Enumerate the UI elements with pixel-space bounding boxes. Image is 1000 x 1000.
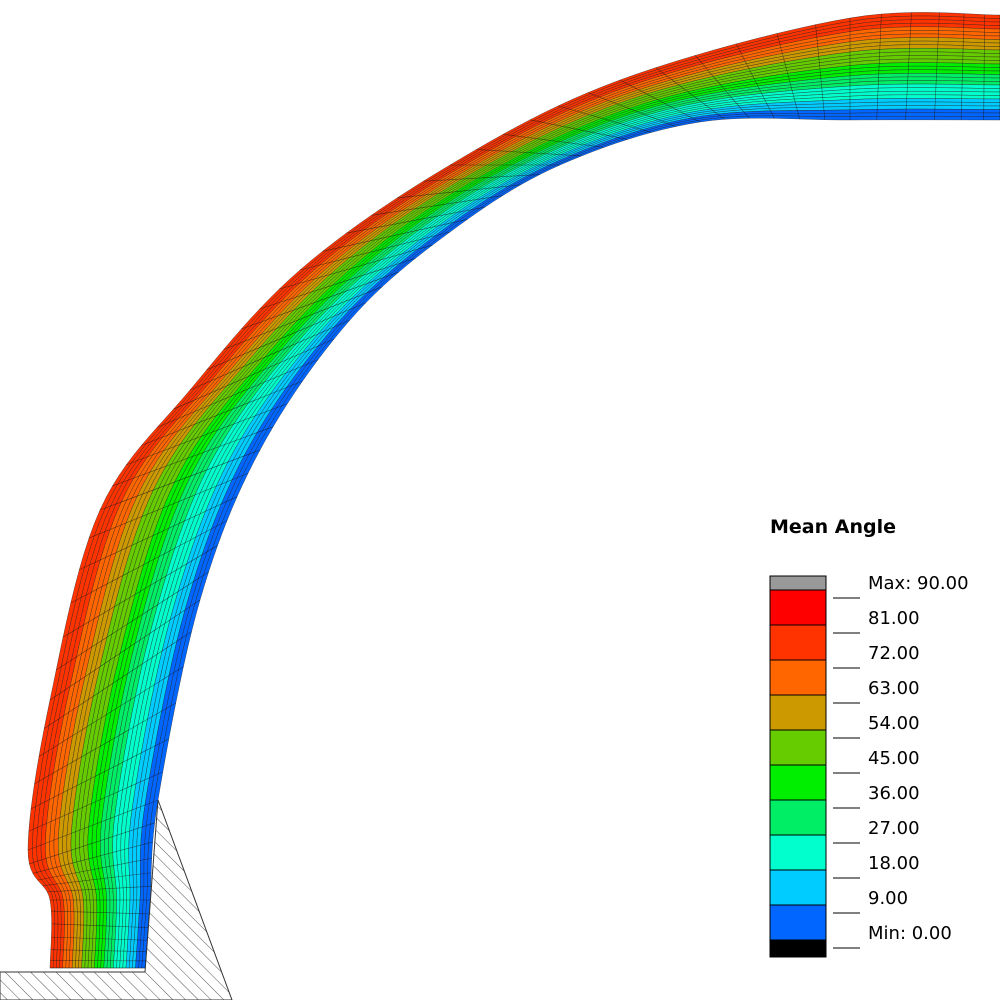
mesh-line (694, 55, 750, 119)
mesh-line (49, 599, 201, 701)
mesh-line (34, 702, 176, 785)
legend-swatch (769, 764, 827, 801)
legend-label: 27.00 (868, 818, 920, 839)
mesh-line (126, 403, 288, 466)
mesh-line (241, 271, 399, 330)
mesh-line (112, 426, 274, 487)
legend: Mean Angle Max: 90.00 81.00 72.00 63.00 54.0… (769, 516, 969, 958)
mesh-line (397, 184, 521, 199)
legend-label: 18.00 (868, 853, 920, 874)
mesh-line (346, 206, 485, 234)
mesh-line (934, 12, 940, 120)
legend-label: 9.00 (868, 888, 908, 909)
mesh-line (502, 134, 605, 148)
mesh-strip (141, 115, 1000, 969)
mesh-line (206, 302, 367, 371)
ground-hatch (0, 799, 233, 1000)
mesh-line (173, 338, 335, 410)
mesh-line (28, 771, 163, 832)
legend-swatch (769, 694, 827, 731)
mesh-line (776, 33, 800, 120)
mesh-line (156, 359, 319, 428)
legend-swatch (769, 904, 827, 941)
mesh-line (905, 12, 912, 120)
mesh-line (299, 231, 451, 271)
legend-label: 36.00 (868, 783, 920, 804)
legend-swatch (769, 799, 827, 836)
mesh-line (37, 857, 152, 881)
mesh-line (587, 92, 676, 127)
mesh-line (44, 631, 192, 729)
legend-swatch (769, 834, 827, 871)
legend-swatch (769, 659, 827, 696)
legend-title: Mean Angle (770, 516, 896, 538)
mesh-line (815, 24, 826, 120)
legend-swatch (769, 575, 827, 591)
legend-label: 63.00 (868, 678, 920, 699)
mesh-line (223, 286, 383, 350)
mesh-line (279, 244, 433, 290)
mesh-line (141, 380, 303, 446)
mesh-line (983, 14, 985, 120)
mesh-line (735, 43, 775, 119)
mesh-line (70, 520, 228, 604)
mesh-line (29, 822, 155, 865)
mesh-line (27, 799, 159, 851)
mesh-line (322, 219, 468, 252)
mesh-line (960, 13, 965, 120)
mesh-line (50, 960, 146, 962)
mesh-line (371, 195, 503, 216)
mesh-line (655, 67, 725, 120)
mesh-line (38, 666, 184, 757)
mesh-line (51, 923, 148, 928)
mesh-line (51, 936, 148, 941)
legend-label: Min: 0.00 (868, 923, 952, 944)
legend-label: Max: 90.00 (868, 573, 969, 594)
mesh-line (876, 14, 882, 120)
mesh-line (88, 472, 249, 539)
legend-swatch (769, 729, 827, 766)
mesh-line (42, 872, 152, 887)
mesh-line (619, 79, 701, 123)
mesh-line (30, 738, 169, 810)
mesh-strip (138, 112, 1000, 969)
legend-label: 54.00 (868, 713, 920, 734)
mesh-strip (135, 108, 1000, 969)
legend-label: 72.00 (868, 643, 920, 664)
mesh-line (47, 886, 151, 893)
mesh-line (99, 449, 261, 511)
legend-swatch (769, 624, 827, 661)
mesh-line (423, 174, 540, 182)
mesh-line (79, 496, 238, 570)
mesh-line (529, 119, 628, 140)
legend-swatch (769, 589, 827, 626)
mesh-band (27, 12, 1000, 969)
legend-swatch (769, 869, 827, 906)
mesh-line (50, 949, 147, 952)
legend-label: 81.00 (868, 608, 920, 629)
mesh-line (476, 149, 582, 157)
mesh-line (51, 910, 149, 915)
mesh-line (32, 841, 153, 874)
mesh-line (56, 571, 209, 671)
mesh-line (189, 319, 351, 391)
mesh-line (558, 105, 652, 133)
legend-swatch (769, 939, 827, 958)
mesh-line (62, 545, 218, 638)
legend-label: 45.00 (868, 748, 920, 769)
mesh-line (259, 257, 416, 310)
